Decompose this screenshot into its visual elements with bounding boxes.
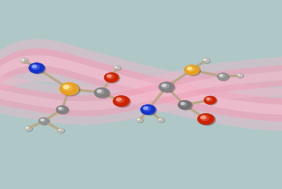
Circle shape <box>40 118 46 122</box>
Circle shape <box>142 105 157 115</box>
Circle shape <box>159 119 161 120</box>
Circle shape <box>204 96 216 104</box>
Circle shape <box>140 105 156 115</box>
Circle shape <box>137 119 140 120</box>
Circle shape <box>237 74 244 78</box>
Circle shape <box>197 113 214 125</box>
Circle shape <box>158 118 164 122</box>
Circle shape <box>106 74 114 79</box>
Circle shape <box>160 83 175 93</box>
Circle shape <box>180 101 188 107</box>
Circle shape <box>219 74 225 78</box>
Circle shape <box>219 74 229 81</box>
Circle shape <box>200 115 209 121</box>
Circle shape <box>184 65 199 75</box>
Circle shape <box>104 73 119 82</box>
Circle shape <box>186 66 195 72</box>
Circle shape <box>40 119 44 121</box>
Polygon shape <box>0 48 282 122</box>
Circle shape <box>22 59 24 61</box>
Circle shape <box>217 73 228 80</box>
Circle shape <box>219 74 223 77</box>
Circle shape <box>26 127 30 129</box>
Circle shape <box>114 66 121 70</box>
Circle shape <box>115 67 117 68</box>
Circle shape <box>25 127 32 131</box>
Circle shape <box>203 59 207 61</box>
Circle shape <box>236 73 243 78</box>
Circle shape <box>113 95 130 107</box>
Polygon shape <box>0 57 282 125</box>
Circle shape <box>40 118 50 125</box>
Circle shape <box>203 59 210 63</box>
Circle shape <box>161 83 169 89</box>
Circle shape <box>57 106 69 114</box>
Polygon shape <box>0 71 282 110</box>
Circle shape <box>157 118 164 122</box>
Circle shape <box>26 127 28 129</box>
Circle shape <box>29 63 45 73</box>
Circle shape <box>62 84 73 91</box>
Circle shape <box>106 74 120 83</box>
Circle shape <box>58 129 65 133</box>
Circle shape <box>202 58 210 63</box>
Circle shape <box>96 89 105 94</box>
Circle shape <box>200 115 206 119</box>
Circle shape <box>21 59 25 61</box>
Circle shape <box>206 98 210 100</box>
Circle shape <box>63 85 70 89</box>
Circle shape <box>56 105 68 114</box>
Circle shape <box>32 65 37 68</box>
Polygon shape <box>0 55 282 115</box>
Circle shape <box>205 97 217 105</box>
Circle shape <box>161 84 167 87</box>
Circle shape <box>96 89 110 98</box>
Circle shape <box>137 118 141 121</box>
Circle shape <box>115 67 118 69</box>
Circle shape <box>114 66 120 70</box>
Circle shape <box>178 100 191 109</box>
Circle shape <box>97 89 102 93</box>
Circle shape <box>25 126 32 131</box>
Circle shape <box>94 88 109 98</box>
Circle shape <box>60 82 79 95</box>
Circle shape <box>30 64 46 74</box>
Circle shape <box>116 98 122 101</box>
Circle shape <box>180 102 185 105</box>
Circle shape <box>143 106 151 112</box>
Circle shape <box>107 74 112 78</box>
Circle shape <box>38 118 49 125</box>
Circle shape <box>237 74 240 76</box>
Circle shape <box>62 84 80 96</box>
Circle shape <box>180 101 192 110</box>
Circle shape <box>58 107 62 110</box>
Circle shape <box>186 66 201 76</box>
Circle shape <box>136 118 143 122</box>
Circle shape <box>58 107 65 111</box>
Circle shape <box>206 97 213 102</box>
Circle shape <box>199 115 215 125</box>
Circle shape <box>204 59 206 61</box>
Circle shape <box>158 119 162 121</box>
Circle shape <box>58 129 61 131</box>
Polygon shape <box>0 39 282 131</box>
Circle shape <box>143 106 148 110</box>
Polygon shape <box>0 65 282 116</box>
Circle shape <box>115 97 131 107</box>
Circle shape <box>159 82 174 92</box>
Circle shape <box>21 59 28 63</box>
Circle shape <box>58 129 62 131</box>
Circle shape <box>20 58 28 63</box>
Circle shape <box>137 118 144 122</box>
Circle shape <box>31 64 40 70</box>
Circle shape <box>237 74 241 76</box>
Circle shape <box>115 97 125 103</box>
Circle shape <box>187 67 192 70</box>
Circle shape <box>57 128 64 133</box>
